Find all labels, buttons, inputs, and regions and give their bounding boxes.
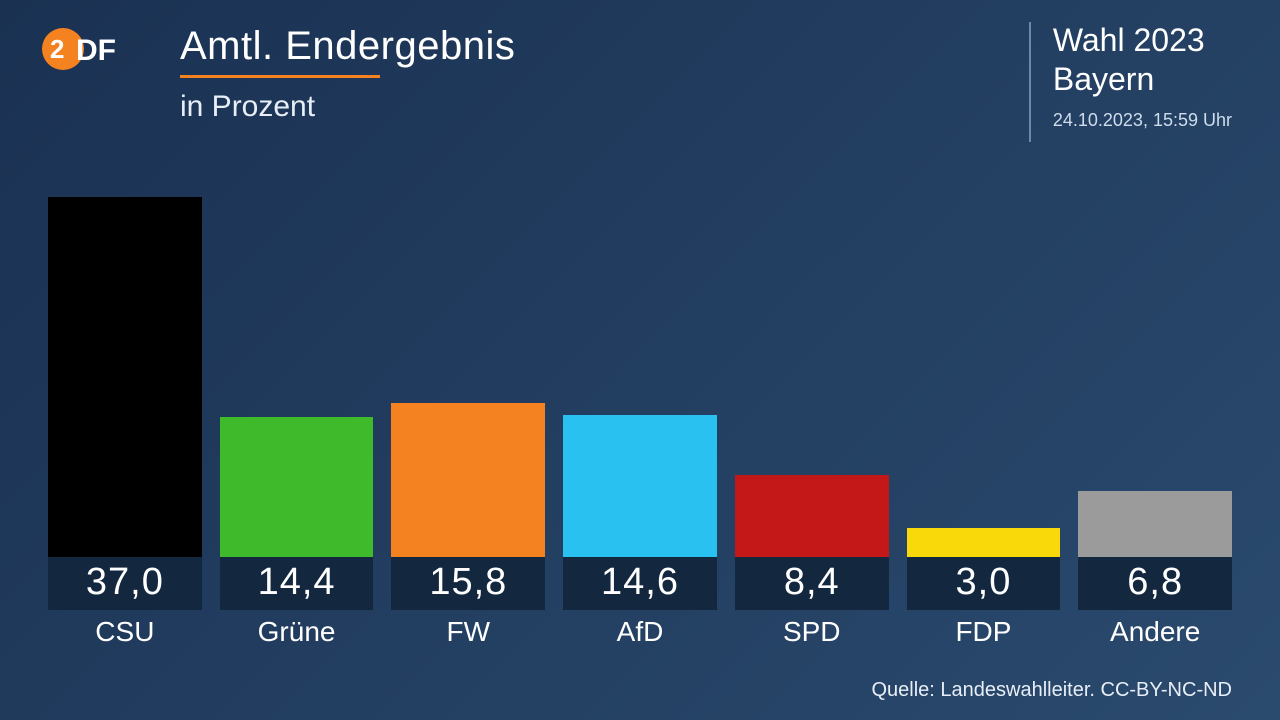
bar-value: 8,4	[735, 557, 889, 610]
source-line: Quelle: Landeswahlleiter. CC-BY-NC-ND	[871, 679, 1232, 702]
bar-column: 6,8 Andere	[1078, 197, 1232, 648]
bar-column: 14,4 Grüne	[220, 197, 374, 648]
bar-column: 15,8 FW	[391, 197, 545, 648]
bar-value: 6,8	[1078, 557, 1232, 610]
bar-label: FDP	[955, 616, 1011, 648]
bar-label: AfD	[617, 616, 664, 648]
bar	[391, 403, 545, 557]
bar	[563, 415, 717, 557]
bar-label: FW	[447, 616, 491, 648]
bar	[48, 197, 202, 557]
bar-column: 8,4 SPD	[735, 197, 889, 648]
bar	[907, 528, 1061, 557]
title-underline	[180, 75, 380, 78]
header-right: Wahl 2023 Bayern 24.10.2023, 15:59 Uhr	[1029, 22, 1232, 142]
timestamp: 24.10.2023, 15:59 Uhr	[1053, 110, 1232, 131]
bar-label: Andere	[1110, 616, 1200, 648]
chart-subtitle: in Prozent	[180, 90, 515, 124]
bar-wrap	[391, 197, 545, 557]
bar-column: 3,0 FDP	[907, 197, 1061, 648]
bar-column: 37,0 CSU	[48, 197, 202, 648]
bar-value: 37,0	[48, 557, 202, 610]
header-left: Amtl. Endergebnis in Prozent	[180, 24, 515, 124]
bar-label: SPD	[783, 616, 841, 648]
bar	[220, 417, 374, 557]
bar-wrap	[220, 197, 374, 557]
election-name: Wahl 2023	[1053, 22, 1232, 59]
bar-wrap	[735, 197, 889, 557]
bar-wrap	[1078, 197, 1232, 557]
election-region: Bayern	[1053, 61, 1232, 98]
bar-wrap	[563, 197, 717, 557]
bar	[1078, 491, 1232, 557]
bar-wrap	[48, 197, 202, 557]
bar-value: 3,0	[907, 557, 1061, 610]
bar-label: CSU	[95, 616, 154, 648]
bar-label: Grüne	[258, 616, 336, 648]
bar-value: 15,8	[391, 557, 545, 610]
svg-text:DF: DF	[76, 34, 116, 67]
bar-value: 14,6	[563, 557, 717, 610]
zdf-logo-icon: 2 DF	[42, 28, 120, 70]
bar-column: 14,6 AfD	[563, 197, 717, 648]
bar-value: 14,4	[220, 557, 374, 610]
svg-text:2: 2	[50, 34, 64, 64]
bar	[735, 475, 889, 557]
bar-chart: 37,0 CSU 14,4 Grüne 15,8 FW 14,6 AfD 8,4 SPD 3,0 FD…	[48, 196, 1232, 648]
bar-wrap	[907, 197, 1061, 557]
chart-title: Amtl. Endergebnis	[180, 24, 515, 69]
